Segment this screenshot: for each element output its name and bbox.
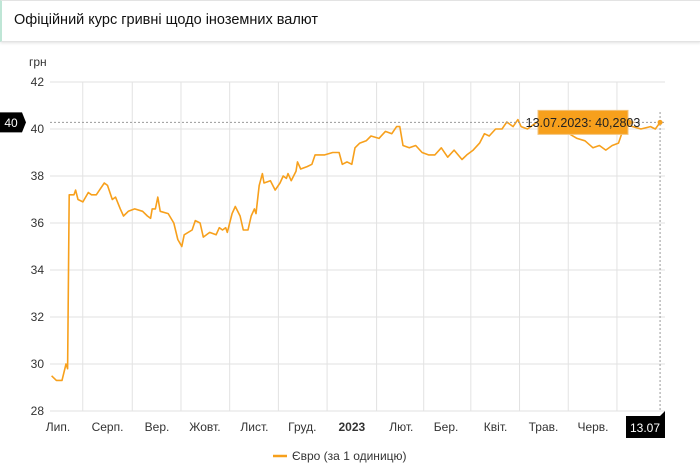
x-tick-label: 2023 — [338, 420, 365, 434]
crosshair-y-label: 40 — [4, 116, 18, 130]
x-tick-label: Вер. — [145, 420, 170, 434]
crosshair-y-label-box — [0, 112, 26, 133]
crosshair-x-label-box — [626, 411, 665, 438]
y-tick-label: 40 — [31, 122, 45, 136]
x-tick-label: Бер. — [434, 420, 459, 434]
x-tick-label: Черв. — [577, 420, 608, 434]
x-tick-label: Квіт. — [484, 420, 508, 434]
y-tick-label: 28 — [31, 404, 45, 418]
y-tick-label: 38 — [31, 169, 45, 183]
tooltip-box — [537, 109, 635, 135]
y-tick-label: 34 — [31, 263, 45, 277]
x-tick-label: Лип. — [46, 420, 70, 434]
hover-point — [657, 119, 663, 125]
x-tick-label: Жовт. — [189, 420, 220, 434]
x-tick-label: Трав. — [529, 420, 559, 434]
legend-item-euro[interactable]: Євро (за 1 одиницю) — [292, 449, 407, 463]
x-tick-label: Лист. — [240, 420, 268, 434]
x-tick-label: Груд. — [288, 420, 316, 434]
page-header: Офіційний курс гривні щодо іноземних вал… — [0, 0, 700, 42]
y-tick-label: 42 — [31, 75, 45, 89]
y-axis-title: грн — [29, 55, 47, 69]
series-line-euro — [51, 118, 661, 382]
y-tick-label: 32 — [31, 310, 45, 324]
page-title: Офіційний курс гривні щодо іноземних вал… — [14, 12, 319, 28]
crosshair-x-label: 13.07 — [630, 421, 660, 435]
y-tick-label: 30 — [31, 357, 45, 371]
x-tick-label: Лют. — [389, 420, 413, 434]
y-tick-label: 36 — [31, 216, 45, 230]
tooltip-text: 13.07.2023: 40,2803 — [526, 116, 641, 130]
x-tick-label: Серп. — [92, 420, 124, 434]
